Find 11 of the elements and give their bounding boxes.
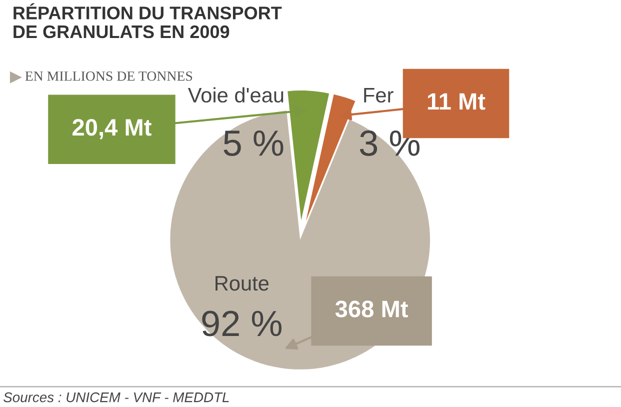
data-label: 20,4 Mt bbox=[72, 119, 152, 140]
data-label: 11 Mt bbox=[428, 93, 486, 110]
slice-label: Route bbox=[216, 276, 269, 291]
slice-label: Fer bbox=[364, 88, 394, 103]
chart-title: RÉPARTITION DU TRANSPORT DE GRANULATS EN 2009 bbox=[14, 3, 282, 38]
data-label: 368 Mt bbox=[335, 300, 408, 318]
chart-subtitle: EN MILLIONS DE TONNES bbox=[25, 71, 192, 81]
text: 5 % bbox=[224, 130, 284, 156]
source-note: Sources : UNICEM - VNF - MEDDTL bbox=[4, 392, 229, 402]
slice-label: Voie d'eau bbox=[188, 87, 284, 103]
text: 92 % bbox=[202, 310, 282, 336]
